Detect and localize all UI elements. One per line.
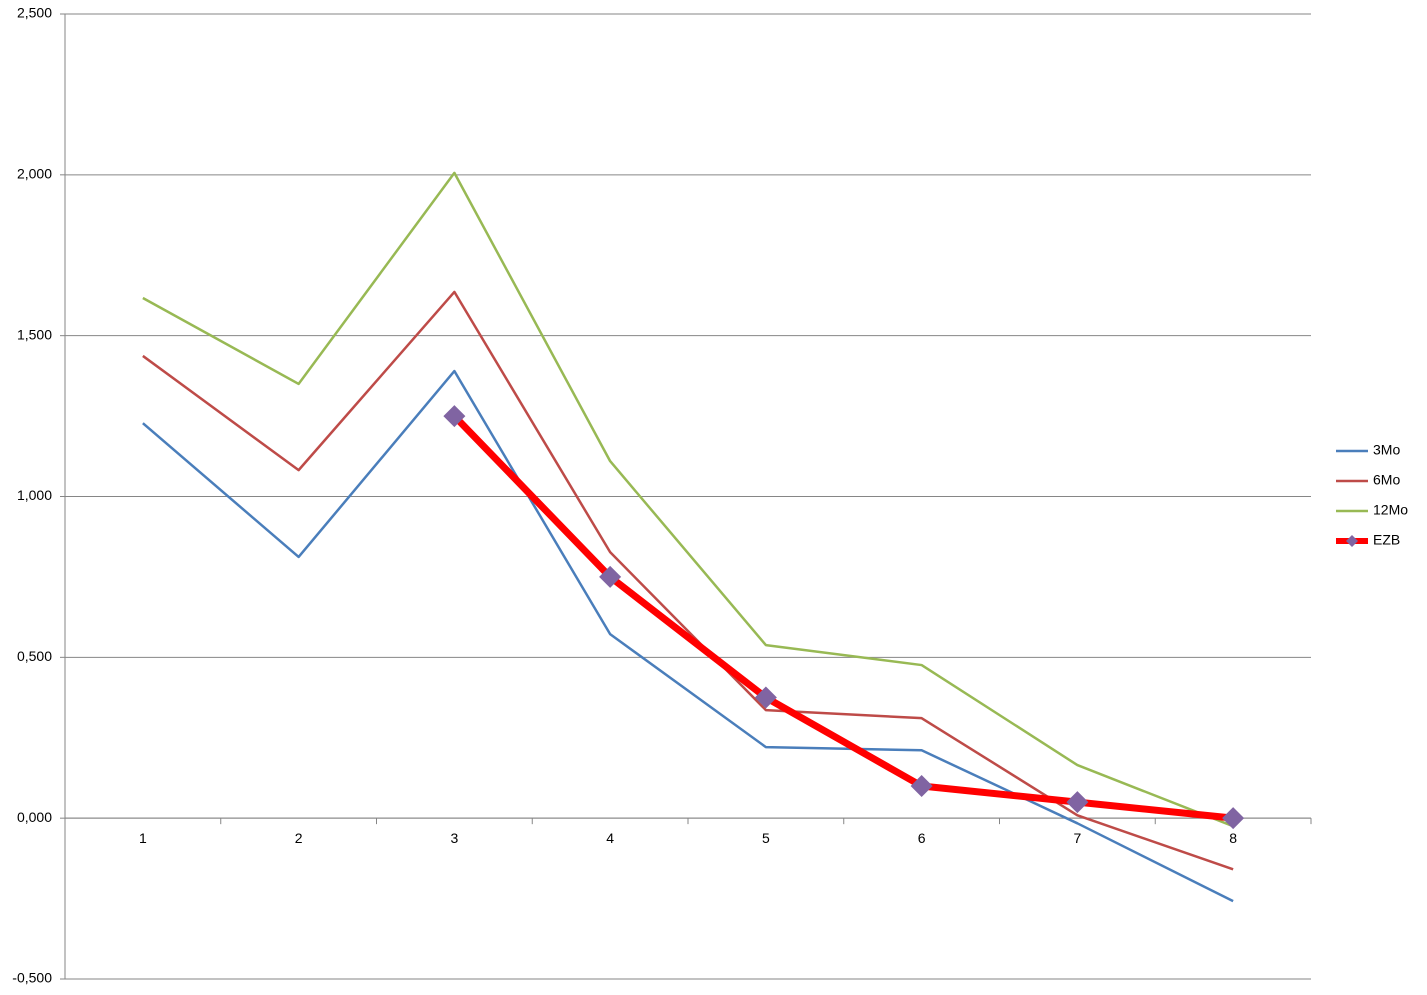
x-tick-label: 6 <box>918 830 926 846</box>
marker <box>1066 791 1089 814</box>
y-tick-label: 2,500 <box>17 5 52 21</box>
series-line <box>451 413 1234 822</box>
series-line <box>142 369 1234 903</box>
marker <box>443 405 466 428</box>
x-tick-label: 4 <box>606 830 614 846</box>
marker <box>1222 807 1245 830</box>
y-tick-label: 0,000 <box>17 809 52 825</box>
y-tick-label: -0,500 <box>12 970 52 986</box>
y-tick-label: 1,000 <box>17 487 52 503</box>
y-tick-label: 0,500 <box>17 648 52 664</box>
x-tick-label: 2 <box>295 830 303 846</box>
x-tick-label: 1 <box>139 830 147 846</box>
legend-marker <box>1346 535 1358 547</box>
y-tick-label: 2,000 <box>17 166 52 182</box>
legend-label: EZB <box>1373 532 1400 548</box>
marker <box>754 686 777 709</box>
legend-label: 6Mo <box>1373 472 1400 488</box>
legend-label: 12Mo <box>1373 502 1408 518</box>
legend-label: 3Mo <box>1373 442 1400 458</box>
y-tick-label: 1,500 <box>17 326 52 342</box>
marker <box>599 565 622 588</box>
series-line <box>142 171 1234 828</box>
x-tick-label: 7 <box>1073 830 1081 846</box>
marker <box>910 775 933 797</box>
series-line <box>142 290 1234 871</box>
x-tick-label: 3 <box>450 830 458 846</box>
x-tick-label: 8 <box>1229 830 1237 846</box>
x-tick-label: 5 <box>762 830 770 846</box>
